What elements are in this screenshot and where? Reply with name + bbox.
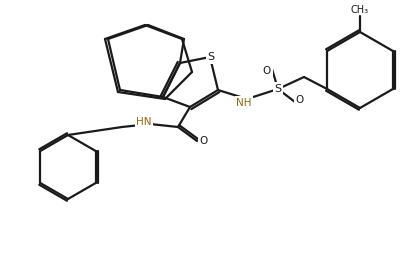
Text: HN: HN [136, 117, 152, 127]
Text: NH: NH [236, 98, 251, 108]
Text: O: O [295, 95, 304, 105]
Text: O: O [262, 66, 271, 76]
Text: S: S [274, 84, 281, 94]
Text: CH₃: CH₃ [350, 5, 368, 15]
Text: S: S [207, 52, 214, 62]
Text: O: O [199, 136, 208, 146]
